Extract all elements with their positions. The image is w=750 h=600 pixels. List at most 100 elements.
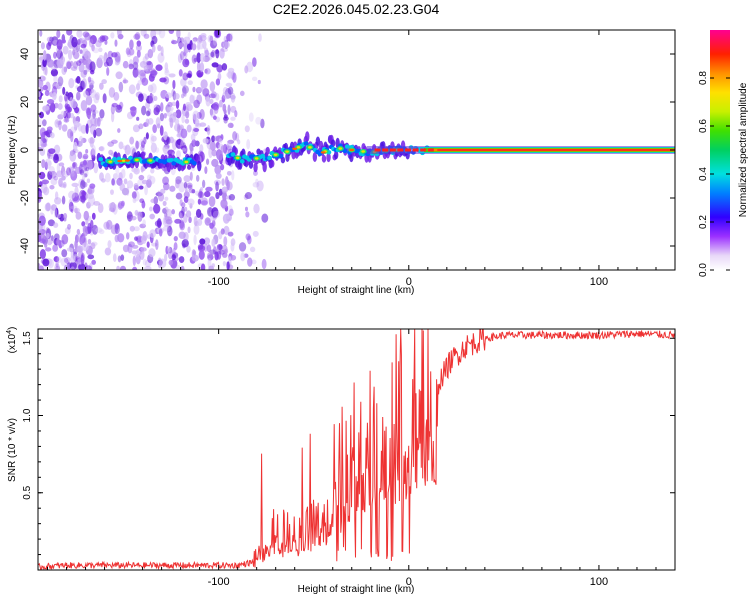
- spectrogram-noise-blob: [197, 244, 204, 250]
- spectrogram-noise-blob: [178, 256, 185, 263]
- spectrogram-noise-blob: [210, 107, 216, 119]
- spectrogram-noise-blob: [155, 239, 159, 251]
- spectrogram-noise-blob: [46, 98, 55, 105]
- spectrogram-noise-blob: [203, 237, 211, 245]
- spectrogram-noise-blob: [153, 203, 161, 214]
- spectrogram-noise-blob: [177, 42, 185, 48]
- spectrogram-noise-blob: [192, 86, 196, 93]
- spectrogram-noise-blob: [79, 80, 86, 91]
- spectrogram-noise-blob: [245, 211, 250, 218]
- spectrogram-noise-blob: [171, 254, 177, 261]
- spectrogram-noise-blob: [131, 191, 137, 199]
- spectrogram-noise-blob: [197, 87, 204, 93]
- spectrogram-noise-blob: [39, 86, 44, 92]
- spectrogram-noise-blob: [66, 61, 72, 70]
- spectrogram-noise-blob: [58, 95, 63, 103]
- spectrogram-noise-blob: [247, 235, 252, 245]
- spectrogram-noise-blob: [79, 189, 87, 200]
- spectrogram-noise-blob: [183, 36, 191, 45]
- spectrogram-noise-blob: [110, 32, 115, 39]
- spectrogram-noise-blob: [222, 103, 227, 113]
- spectrogram-noise-blob: [235, 132, 240, 142]
- spectrogram-noise-blob: [167, 246, 171, 253]
- spectrogram-noise-blob: [218, 99, 223, 108]
- spectrogram-noise-blob: [57, 103, 63, 110]
- spectrogram-noise-blob: [193, 128, 200, 133]
- spectrogram-noise-blob: [220, 228, 225, 235]
- spectrogram-noise-blob: [78, 178, 85, 190]
- spectrogram-noise-blob: [80, 180, 86, 190]
- spectrogram-noise-blob: [171, 40, 178, 45]
- spectrogram-noise-blob: [252, 57, 257, 67]
- spectrogram-noise-blob: [87, 254, 95, 260]
- spectrogram-noise-blob: [72, 49, 76, 56]
- spectrogram-noise-blob: [208, 207, 213, 217]
- spectrogram-noise-blob: [38, 118, 43, 128]
- spectrogram-noise-blob: [50, 178, 58, 186]
- spectrogram-noise-blob: [136, 68, 140, 76]
- spectrogram-noise-blob: [123, 178, 128, 185]
- spectrogram-noise-blob: [117, 104, 122, 110]
- spectrogram-noise-blob: [148, 248, 156, 258]
- spectrogram-noise-blob: [163, 206, 169, 214]
- spectrogram-noise-blob: [68, 201, 74, 212]
- spectrogram-noise-blob: [132, 266, 138, 270]
- spectrogram-noise-blob: [76, 30, 83, 38]
- spectrogram-noise-blob: [205, 186, 213, 192]
- spectrogram-noise-blob: [185, 104, 190, 111]
- spectrogram-noise-blob: [168, 259, 173, 266]
- spectrogram-noise-blob: [76, 245, 84, 253]
- spectrogram-noise-blob: [67, 106, 72, 113]
- spectrogram-noise-blob: [52, 244, 59, 252]
- spectrogram-noise-blob: [59, 55, 66, 66]
- spectrogram-noise-blob: [112, 173, 119, 180]
- spectrogram-noise-blob: [184, 118, 190, 124]
- spectrogram-noise-blob: [244, 192, 253, 199]
- spectrogram-noise-blob: [183, 213, 188, 223]
- spectrogram-noise-blob: [132, 197, 137, 204]
- spectrogram-tone-dash: [374, 148, 381, 152]
- spectrogram-tone-dash: [427, 148, 434, 152]
- spectrogram-noise-blob: [117, 255, 122, 263]
- spectrogram-noise-blob: [70, 266, 75, 270]
- spectrogram-noise-blob: [41, 179, 50, 185]
- spectrogram-noise-blob: [49, 185, 55, 190]
- spectrogram-noise-blob: [87, 238, 92, 245]
- spectrogram-noise-blob: [93, 201, 101, 206]
- spectrogram-noise-blob: [82, 181, 88, 188]
- spectrogram-noise-blob: [122, 145, 128, 151]
- spectrogram-noise-blob: [95, 127, 103, 137]
- spectrogram-noise-blob: [143, 33, 150, 39]
- spectrogram-noise-blob: [99, 82, 104, 90]
- spectrogram-noise-blob: [216, 149, 224, 161]
- spectrogram-noise-blob: [159, 77, 167, 83]
- spectrogram-noise-blob: [193, 224, 200, 235]
- spectrogram-noise-blob: [145, 110, 151, 117]
- spectrogram-noise-blob: [257, 79, 261, 85]
- spectrogram-noise-blob: [74, 207, 78, 214]
- spectrogram-noise-blob: [163, 112, 167, 119]
- spectrogram-noise-blob: [208, 196, 216, 207]
- spectrogram-noise-blob: [69, 151, 77, 162]
- spectrogram-noise-blob: [215, 172, 222, 180]
- spectrogram-ridge-spot-center: [135, 158, 139, 162]
- spectrogram-noise-blob: [38, 233, 42, 243]
- spectrogram-noise-blob: [44, 66, 48, 76]
- spectrogram-ridge-core: [267, 155, 273, 161]
- spectrogram-noise-blob: [66, 111, 72, 119]
- spectrogram-noise-blob: [175, 264, 181, 270]
- spectrogram-ridge-spot-center: [254, 157, 259, 160]
- spectrogram-noise-blob: [227, 86, 234, 95]
- spectrogram-noise-blob: [253, 170, 258, 177]
- spectrogram-noise-blob: [150, 135, 157, 142]
- spectrogram-noise-blob: [122, 79, 129, 84]
- snr-xtick-label: 100: [590, 576, 608, 588]
- spectrogram-noise-blob: [47, 160, 53, 166]
- spectrogram-noise-blob: [67, 49, 73, 61]
- spectrogram-noise-blob: [82, 173, 86, 184]
- spectrogram-noise-blob: [190, 133, 196, 141]
- spectrogram-noise-blob: [55, 82, 63, 90]
- spectrogram-ridge-core: [342, 148, 348, 154]
- spectrogram-noise-blob: [104, 172, 111, 183]
- spectrogram-noise-blob: [128, 63, 134, 70]
